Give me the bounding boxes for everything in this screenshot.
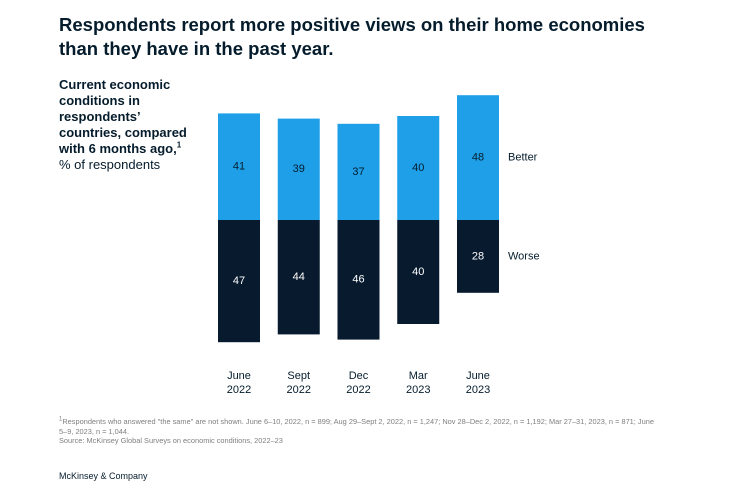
brand-logo-text: McKinsey & Company [59, 471, 148, 481]
footnote-text: 1Respondents who answered "the same" are… [59, 417, 659, 436]
x-tick-label: June [227, 370, 251, 382]
x-tick-label: 2022 [346, 384, 370, 396]
x-tick-label: June [466, 370, 490, 382]
data-label-worse: 44 [293, 271, 305, 283]
chart-subtitle-text: Current economic conditions in responden… [59, 77, 187, 156]
x-tick-label: 2022 [287, 384, 311, 396]
x-tick-label: 2023 [406, 384, 430, 396]
bar-better [218, 113, 260, 220]
bar-worse [457, 220, 499, 293]
legend-label-worse: Worse [508, 250, 540, 262]
x-tick-label: Dec [349, 370, 369, 382]
stacked-bar-chart: 41 47 June 2022 39 44 Sept 2022 37 46 Dec 2022 40 40 M… [218, 95, 540, 396]
chart-footnote: 1Respondents who answered "the same" are… [59, 417, 659, 446]
data-label-worse: 28 [472, 250, 484, 262]
chart-title: Respondents report more positive views o… [59, 14, 645, 59]
bar-better [457, 95, 499, 220]
bar-worse [277, 220, 320, 335]
chart-subtitle-footnote-marker: 1 [176, 140, 182, 150]
bar-worse [218, 220, 260, 343]
x-tick-label: Mar [409, 370, 428, 382]
data-label-worse: 46 [352, 274, 364, 286]
x-tick-label: 2023 [466, 384, 490, 396]
data-label-worse: 40 [412, 266, 424, 278]
x-tick-label: Sept [287, 370, 310, 382]
bar-better [337, 123, 380, 220]
data-label-better: 40 [412, 162, 424, 174]
data-label-better: 37 [352, 166, 364, 178]
chart-unit-label: % of respondents [59, 157, 161, 172]
bar-worse [397, 220, 440, 324]
bar-better [277, 118, 320, 220]
footnote-marker: 1 [59, 416, 63, 423]
data-label-worse: 47 [233, 275, 245, 287]
legend-label-better: Better [508, 152, 538, 164]
bar-better [397, 116, 440, 220]
x-tick-label: 2022 [227, 384, 251, 396]
data-label-better: 41 [233, 161, 245, 173]
bar-worse [337, 220, 380, 340]
footnote-body: Respondents who answered "the same" are … [59, 417, 654, 436]
data-label-better: 39 [293, 163, 305, 175]
chart-subtitle: Current economic conditions in responden… [59, 77, 199, 157]
chart-subtitle-block: Current economic conditions in responden… [59, 77, 199, 173]
source-note: Source: McKinsey Global Surveys on econo… [59, 436, 283, 445]
data-label-better: 48 [472, 152, 484, 164]
